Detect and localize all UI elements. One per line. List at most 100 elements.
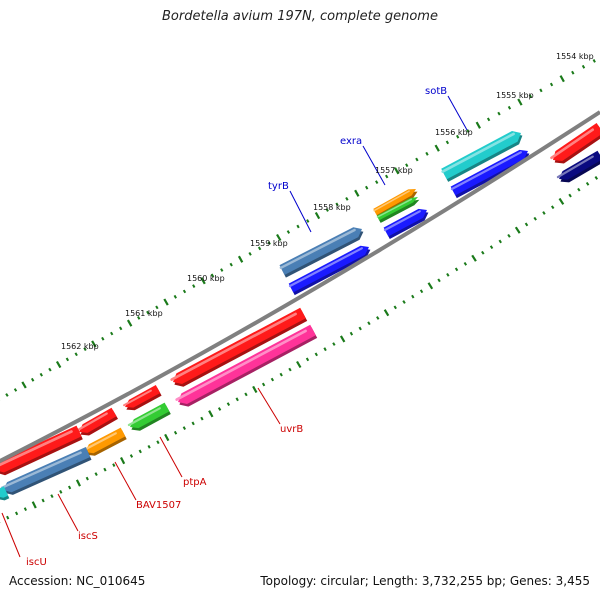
minor-tick	[103, 467, 107, 472]
minor-tick	[39, 372, 43, 377]
label-leader-line	[57, 493, 79, 532]
minor-tick	[74, 352, 78, 357]
label-leader-line	[159, 436, 183, 478]
topology-summary: Topology: circular; Length: 3,732,255 bp…	[260, 574, 590, 588]
minor-tick	[411, 294, 415, 299]
minor-tick	[305, 357, 310, 362]
minor-tick	[155, 305, 159, 310]
gene-feature-2	[450, 149, 530, 199]
major-tick	[471, 254, 477, 262]
minor-tick	[498, 239, 502, 244]
genome-backbone	[0, 110, 600, 464]
minor-tick	[23, 507, 28, 512]
kbp-label: 1555 kbp	[496, 91, 534, 100]
minor-tick	[375, 180, 379, 184]
major-tick	[252, 385, 258, 394]
gene-feature-11	[175, 324, 318, 407]
minor-tick	[5, 393, 9, 397]
minor-tick	[306, 219, 310, 223]
major-tick	[21, 381, 27, 389]
minor-tick	[345, 197, 349, 201]
major-tick	[354, 189, 360, 197]
major-tick	[208, 410, 214, 418]
minor-tick	[507, 105, 512, 110]
kbp-label: 1559 kbp	[250, 239, 288, 248]
minor-tick	[528, 94, 533, 99]
minor-tick	[365, 185, 369, 190]
gene-label: ptpA	[183, 477, 207, 488]
minor-tick	[585, 181, 590, 186]
minor-tick	[581, 64, 586, 69]
minor-tick	[156, 440, 160, 445]
minor-tick	[367, 321, 371, 326]
minor-tick	[192, 284, 196, 288]
label-leader-line	[1, 512, 21, 558]
minor-tick	[244, 392, 248, 397]
minor-tick	[248, 251, 252, 256]
outer-tick-ring	[0, 59, 596, 401]
label-leader-line	[447, 95, 468, 131]
minor-tick	[454, 267, 459, 272]
minor-tick	[542, 211, 546, 215]
major-tick	[126, 319, 133, 327]
minor-tick	[146, 310, 150, 315]
minor-tick	[112, 463, 116, 467]
minor-tick	[456, 134, 460, 139]
minor-tick	[41, 498, 45, 503]
major-tick	[91, 340, 97, 348]
minor-tick	[147, 444, 151, 449]
accession-text: Accession: NC_010645	[9, 574, 146, 588]
gene-feature-10	[170, 307, 308, 387]
major-tick	[120, 456, 126, 465]
gene-feature-4	[376, 197, 420, 223]
label-leader-line	[114, 461, 137, 501]
minor-tick	[30, 377, 35, 382]
major-tick	[383, 309, 390, 317]
minor-tick	[332, 342, 336, 346]
gene-feature-17	[0, 447, 92, 495]
major-tick	[237, 255, 244, 263]
minor-tick	[50, 494, 54, 499]
minor-tick	[577, 187, 581, 192]
minor-tick	[279, 372, 283, 377]
gene-label: iscU	[26, 557, 47, 568]
minor-tick	[376, 316, 380, 320]
minor-tick	[296, 224, 300, 229]
minor-tick	[286, 230, 291, 234]
minor-tick	[549, 82, 554, 87]
major-tick	[31, 501, 37, 509]
minor-tick	[267, 241, 271, 245]
kbp-label: 1562 kbp	[61, 342, 99, 351]
minor-tick	[210, 273, 215, 278]
minor-tick	[288, 367, 292, 372]
minor-tick	[261, 382, 266, 387]
minor-tick	[358, 326, 362, 331]
gene-label: BAV1507	[136, 500, 181, 511]
minor-tick	[592, 59, 596, 63]
major-tick	[296, 360, 302, 369]
minor-tick	[463, 261, 468, 266]
minor-tick	[323, 347, 327, 352]
minor-tick	[415, 157, 419, 162]
minor-tick	[385, 174, 389, 179]
minor-tick	[481, 250, 485, 255]
major-tick	[394, 167, 400, 175]
minor-tick	[59, 489, 63, 494]
minor-tick	[226, 402, 231, 406]
minor-tick	[257, 246, 262, 251]
minor-tick	[85, 476, 89, 481]
gene-feature-14	[76, 407, 118, 436]
minor-tick	[101, 336, 105, 341]
minor-tick	[446, 272, 450, 277]
gene-feature-16	[0, 425, 83, 476]
gene-feature-6	[279, 227, 364, 278]
gene-feature-12	[123, 385, 162, 411]
minor-tick	[182, 289, 187, 294]
minor-tick	[550, 205, 555, 210]
major-tick	[514, 226, 521, 234]
minor-tick	[325, 208, 329, 212]
minor-tick	[594, 176, 599, 180]
minor-tick	[137, 316, 141, 320]
gene-feature-18	[0, 486, 10, 501]
